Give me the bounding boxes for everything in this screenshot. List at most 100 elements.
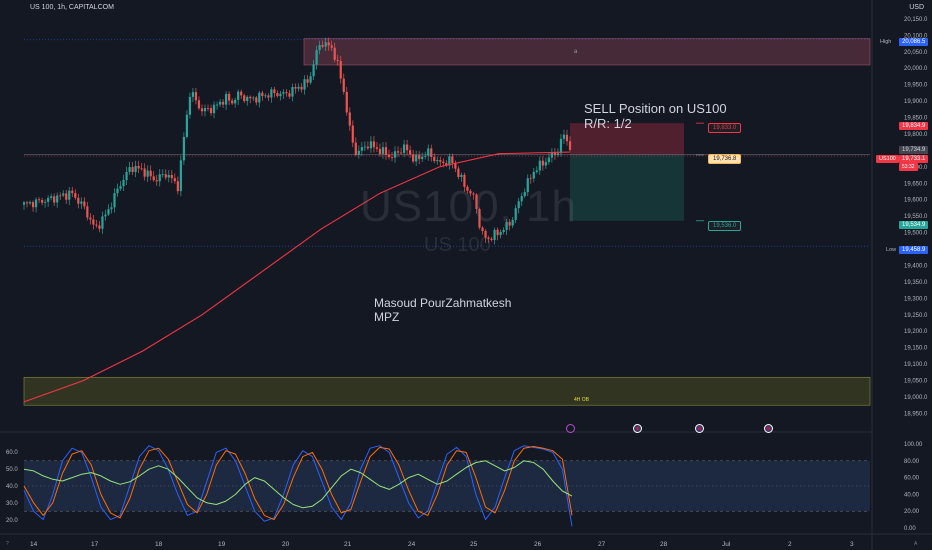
target-label[interactable]: 19,536.0 xyxy=(708,221,742,231)
candle xyxy=(243,93,246,104)
candle xyxy=(559,133,563,157)
candle xyxy=(249,95,252,104)
price-axis-label: 19,250.0 xyxy=(904,313,928,319)
price-axis-label: 19,500.0 xyxy=(904,231,928,237)
timezone-icon[interactable]: ? xyxy=(6,541,9,547)
candle-body xyxy=(152,176,155,181)
candle xyxy=(279,90,282,101)
candle xyxy=(261,90,264,101)
candle-body xyxy=(270,89,273,98)
candle-body xyxy=(267,95,270,98)
candle-body xyxy=(173,178,176,182)
earnings-icon[interactable] xyxy=(566,424,575,433)
candle-body xyxy=(502,229,505,232)
candle-body xyxy=(59,195,62,197)
price-axis-label: 19,400.0 xyxy=(904,263,928,269)
candle xyxy=(369,136,373,153)
candle-body xyxy=(490,238,493,240)
candle xyxy=(318,40,321,55)
candle-body xyxy=(161,174,164,176)
us-flag-icon[interactable] xyxy=(695,424,704,433)
candle xyxy=(74,189,77,200)
candle-body xyxy=(86,206,89,218)
candle-body xyxy=(409,150,412,155)
candle xyxy=(40,197,44,206)
time-axis-label: 27 xyxy=(598,541,606,548)
candle xyxy=(200,104,204,116)
candle-body xyxy=(128,167,131,172)
candle-body xyxy=(101,216,104,229)
entry-label[interactable]: 19,736.8 xyxy=(708,154,742,164)
candle-body xyxy=(402,144,406,153)
candle-body xyxy=(535,170,538,172)
price-axis-label: 19,650.0 xyxy=(904,181,928,187)
candle xyxy=(514,204,517,224)
candle xyxy=(535,166,538,174)
candle-body xyxy=(158,174,161,182)
candle xyxy=(212,101,216,119)
candle xyxy=(137,160,140,174)
candle xyxy=(324,37,327,52)
candle xyxy=(348,107,351,131)
candle-body xyxy=(261,92,264,97)
author-note-line2: MPZ xyxy=(374,310,400,324)
candle xyxy=(62,190,65,198)
candle xyxy=(77,193,80,209)
supply-zone xyxy=(303,38,871,66)
candle-body xyxy=(125,171,128,180)
candle-body xyxy=(116,188,119,194)
candle xyxy=(475,193,478,214)
candle xyxy=(523,188,526,198)
candle xyxy=(221,98,225,109)
candle xyxy=(86,202,89,221)
candle-body xyxy=(568,141,572,150)
candle-body xyxy=(511,219,514,226)
candle xyxy=(478,207,481,230)
candle xyxy=(270,87,273,103)
candle xyxy=(134,160,137,178)
candle-body xyxy=(466,186,469,191)
candle-body xyxy=(191,92,195,97)
candle xyxy=(309,72,312,85)
candle-body xyxy=(529,178,532,180)
candle xyxy=(321,40,324,49)
candle xyxy=(544,157,547,169)
us-flag-icon[interactable] xyxy=(764,424,773,433)
stop-loss-label[interactable]: 19,833.0 xyxy=(708,123,742,133)
price-axis-label: 18,950.0 xyxy=(904,411,928,417)
candle-body xyxy=(104,214,107,217)
auto-scale-icon[interactable]: A xyxy=(914,541,918,547)
time-axis-label: 18 xyxy=(155,541,163,548)
candle xyxy=(125,166,128,186)
candle-body xyxy=(137,165,140,169)
symbol-title[interactable]: US 100, 1h, CAPITALCOM xyxy=(30,4,114,11)
candle xyxy=(487,235,490,243)
oscillator-axis-label: 80.00 xyxy=(904,459,920,465)
candle-body xyxy=(433,156,436,162)
candle xyxy=(415,150,418,167)
candle xyxy=(104,209,107,221)
candle-body xyxy=(37,199,41,201)
oscillator-axis-label: 40.00 xyxy=(904,492,920,498)
candle xyxy=(547,153,550,165)
candle xyxy=(327,37,330,51)
oscillator-left-label: 40.0 xyxy=(6,484,18,490)
candle xyxy=(291,83,294,102)
candle-body xyxy=(68,190,71,200)
candle-body xyxy=(176,181,179,192)
candle-body xyxy=(47,197,50,202)
candle-body xyxy=(309,76,312,83)
candle-body xyxy=(472,193,475,195)
candle xyxy=(345,86,348,116)
position-note[interactable]: SELL Position on US100 R/R: 1/2 xyxy=(584,101,727,131)
candle-body xyxy=(119,186,122,189)
oscillator-axis-label: 0.00 xyxy=(904,526,916,532)
us-flag-icon[interactable] xyxy=(633,424,642,433)
candle-body xyxy=(387,154,391,157)
candle-body xyxy=(351,125,354,143)
candle-body xyxy=(327,42,330,46)
candle-body xyxy=(53,196,56,203)
author-note[interactable]: Masoud PourZahmatkesh MPZ xyxy=(374,296,511,324)
currency-label[interactable]: USD xyxy=(909,4,924,11)
